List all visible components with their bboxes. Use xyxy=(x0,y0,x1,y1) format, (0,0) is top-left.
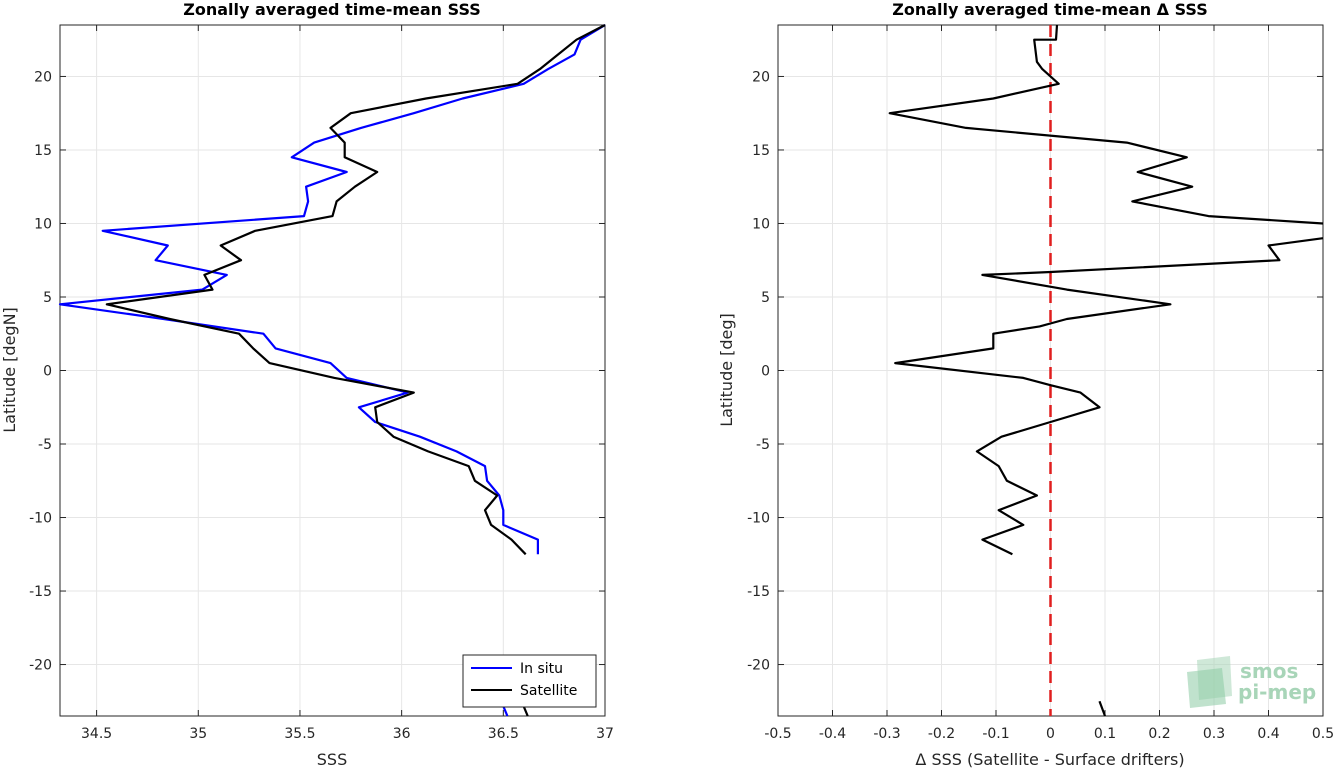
legend-box xyxy=(462,654,597,708)
y-tick-label: -15 xyxy=(29,584,52,600)
y-tick-label: 5 xyxy=(43,290,52,306)
x-tick-label: 0.3 xyxy=(1203,726,1225,742)
smos-pi-mep-logo: smos pi-mep xyxy=(1187,656,1316,708)
y-tick-label: -20 xyxy=(747,658,770,674)
left-panel: 34.5 35 35.5 36 36.5 37 20 15 10 5 0 -5 -10 -15 -20 Z… xyxy=(0,0,614,769)
delta-sss-series-line xyxy=(888,24,1324,225)
y-tick-label: 15 xyxy=(752,143,770,159)
x-tick-label: 34.5 xyxy=(81,726,112,742)
x-tick-label: 35 xyxy=(189,726,207,742)
x-tick-label: 0 xyxy=(1046,726,1055,742)
y-tick-label: -5 xyxy=(38,437,52,453)
y-tick-label: 10 xyxy=(752,216,770,232)
x-tick-label: -0.2 xyxy=(928,726,955,742)
x-tick-label: 0.2 xyxy=(1148,726,1170,742)
y-tick-label: 10 xyxy=(34,216,52,232)
right-panel: -0.5 -0.4 -0.3 -0.2 -0.1 0 0.1 0.2 0.3 0.4 0.5 20 1… xyxy=(717,0,1334,769)
x-tick-label: 0.5 xyxy=(1312,726,1334,742)
legend-insitu-label: In situ xyxy=(520,661,563,677)
delta-sss-series-line xyxy=(894,237,1324,556)
y-tick-label: -20 xyxy=(29,658,52,674)
left-x-ticks: 34.5 35 35.5 36 36.5 37 xyxy=(81,25,614,742)
y-tick-label: 15 xyxy=(34,143,52,159)
right-y-axis-label: Latitude [deg] xyxy=(717,313,736,427)
y-tick-label: -10 xyxy=(747,511,770,527)
left-x-axis-label: SSS xyxy=(317,750,347,769)
satellite-series-line xyxy=(105,24,606,556)
delta-sss-series-line xyxy=(1098,700,1107,717)
y-tick-label: 20 xyxy=(752,69,770,85)
left-y-axis-label: Latitude [degN] xyxy=(0,307,19,433)
y-tick-label: 20 xyxy=(34,69,52,85)
x-tick-label: 37 xyxy=(596,726,614,742)
left-y-ticks: 20 15 10 5 0 -5 -10 -15 -20 xyxy=(29,69,605,674)
right-x-axis-label: Δ SSS (Satellite - Surface drifters) xyxy=(915,750,1184,769)
x-tick-label: 35.5 xyxy=(284,726,315,742)
logo-shape-front xyxy=(1187,668,1226,708)
left-chart-title: Zonally averaged time-mean SSS xyxy=(183,0,481,19)
logo-text-smos: smos xyxy=(1240,659,1298,683)
y-tick-label: -10 xyxy=(29,511,52,527)
x-tick-label: -0.1 xyxy=(982,726,1009,742)
legend-satellite-label: Satellite xyxy=(520,683,577,699)
x-tick-label: -0.3 xyxy=(873,726,900,742)
y-tick-label: -15 xyxy=(747,584,770,600)
x-tick-label: -0.4 xyxy=(819,726,846,742)
right-y-ticks: 20 15 10 5 0 -5 -10 -15 -20 xyxy=(747,69,1323,674)
legend: In situ Satellite xyxy=(462,654,597,708)
logo-text-pi-mep: pi-mep xyxy=(1238,680,1316,704)
x-tick-label: 36.5 xyxy=(488,726,519,742)
in-situ-series-line xyxy=(58,24,606,555)
right-series-lines xyxy=(888,24,1324,717)
y-tick-label: 0 xyxy=(761,364,770,380)
right-x-ticks: -0.5 -0.4 -0.3 -0.2 -0.1 0 0.1 0.2 0.3 0.4 0.5 xyxy=(764,25,1334,742)
x-tick-label: 0.1 xyxy=(1094,726,1116,742)
y-tick-label: 5 xyxy=(761,290,770,306)
x-tick-label: 36 xyxy=(393,726,411,742)
right-chart-title: Zonally averaged time-mean Δ SSS xyxy=(892,0,1208,19)
x-tick-label: -0.5 xyxy=(764,726,791,742)
y-tick-label: -5 xyxy=(756,437,770,453)
x-tick-label: 0.4 xyxy=(1257,726,1279,742)
y-tick-label: 0 xyxy=(43,364,52,380)
